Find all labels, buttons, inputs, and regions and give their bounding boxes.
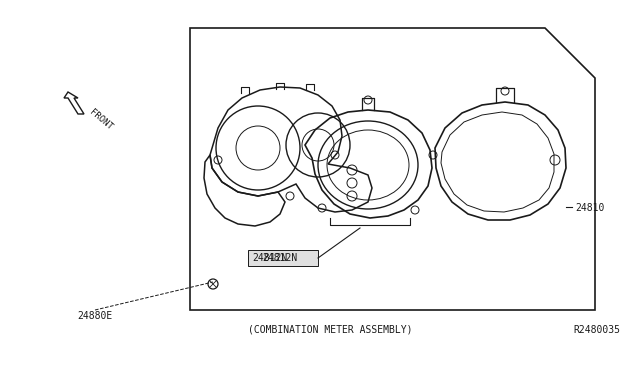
Text: (COMBINATION METER ASSEMBLY): (COMBINATION METER ASSEMBLY) xyxy=(248,325,412,335)
Text: 24812N: 24812N xyxy=(262,253,297,263)
Text: FRONT: FRONT xyxy=(88,108,115,132)
Text: R2480035: R2480035 xyxy=(573,325,620,335)
Text: 24880E: 24880E xyxy=(77,311,113,321)
Text: 24810: 24810 xyxy=(575,203,604,213)
Bar xyxy=(248,250,318,266)
Text: 24812N: 24812N xyxy=(252,253,287,263)
